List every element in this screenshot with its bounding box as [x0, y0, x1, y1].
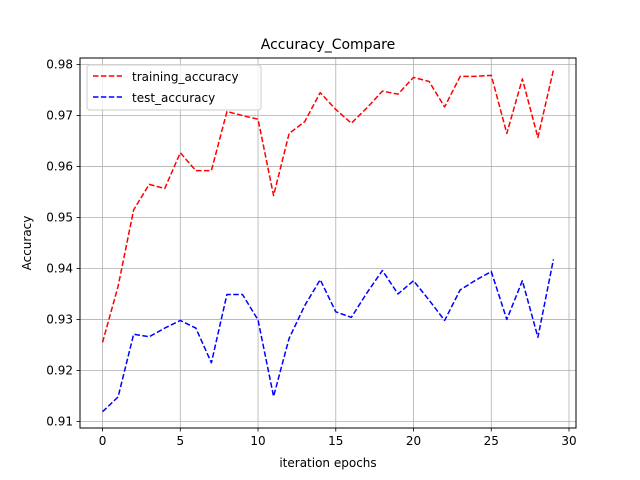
data-point-test-accuracy — [350, 316, 352, 318]
data-point-training-accuracy — [132, 209, 134, 211]
legend-label-training: training_accuracy — [132, 70, 239, 84]
data-point-training-accuracy — [459, 75, 461, 77]
y-tick-label: 0.95 — [46, 211, 73, 225]
x-axis-label: iteration epochs — [279, 456, 376, 470]
y-tick-label: 0.93 — [46, 312, 73, 326]
y-tick-label: 0.98 — [46, 58, 73, 72]
x-tick-label: 20 — [406, 434, 421, 448]
data-point-test-accuracy — [412, 280, 414, 282]
data-point-training-accuracy — [537, 136, 539, 138]
data-point-training-accuracy — [443, 106, 445, 108]
data-point-test-accuracy — [443, 319, 445, 321]
y-tick-label: 0.92 — [46, 363, 73, 377]
x-axis-ticks: 0 5 10 15 20 25 30 — [99, 428, 577, 448]
legend-box — [86, 64, 262, 111]
data-point-test-accuracy — [428, 299, 430, 301]
data-point-training-accuracy — [164, 187, 166, 189]
data-point-training-accuracy — [101, 341, 103, 343]
y-tick-label: 0.96 — [46, 160, 73, 174]
data-point-test-accuracy — [303, 304, 305, 306]
data-point-training-accuracy — [272, 194, 274, 196]
data-point-training-accuracy — [257, 118, 259, 120]
data-point-test-accuracy — [226, 293, 228, 295]
y-axis-ticks: 0.91 0.92 0.93 0.94 0.95 0.96 0.97 0.98 — [46, 58, 80, 428]
data-point-training-accuracy — [350, 122, 352, 124]
data-point-training-accuracy — [335, 108, 337, 110]
data-point-training-accuracy — [428, 80, 430, 82]
data-point-training-accuracy — [475, 75, 477, 77]
data-point-training-accuracy — [226, 110, 228, 112]
data-point-test-accuracy — [537, 336, 539, 338]
data-point-training-accuracy — [366, 107, 368, 109]
data-point-test-accuracy — [552, 258, 554, 260]
x-tick-label: 15 — [328, 434, 343, 448]
data-point-training-accuracy — [179, 152, 181, 154]
data-point-test-accuracy — [490, 270, 492, 272]
grid-lines — [80, 58, 576, 428]
legend: training_accuracy test_accuracy — [86, 64, 262, 111]
x-tick-label: 0 — [99, 434, 107, 448]
data-point-test-accuracy — [335, 311, 337, 313]
series-line-training-accuracy — [101, 69, 555, 343]
data-point-training-accuracy — [195, 169, 197, 171]
data-point-test-accuracy — [397, 293, 399, 295]
data-point-test-accuracy — [381, 269, 383, 271]
data-point-test-accuracy — [148, 336, 150, 338]
data-point-test-accuracy — [241, 293, 243, 295]
x-tick-label: 5 — [176, 434, 184, 448]
series-layer — [101, 69, 555, 413]
data-point-training-accuracy — [552, 69, 554, 71]
data-point-training-accuracy — [210, 169, 212, 171]
data-point-test-accuracy — [459, 289, 461, 291]
data-point-test-accuracy — [257, 319, 259, 321]
data-point-training-accuracy — [303, 121, 305, 123]
data-point-test-accuracy — [210, 362, 212, 364]
x-tick-label: 25 — [484, 434, 499, 448]
x-tick-label: 10 — [250, 434, 265, 448]
data-point-training-accuracy — [241, 114, 243, 116]
data-point-test-accuracy — [117, 396, 119, 398]
data-point-training-accuracy — [288, 132, 290, 134]
data-point-test-accuracy — [288, 337, 290, 339]
y-axis-label: Accuracy — [20, 216, 34, 271]
data-point-training-accuracy — [148, 183, 150, 185]
data-point-training-accuracy — [319, 91, 321, 93]
data-point-test-accuracy — [164, 327, 166, 329]
data-point-test-accuracy — [506, 318, 508, 320]
data-point-test-accuracy — [179, 319, 181, 321]
data-point-test-accuracy — [132, 333, 134, 335]
series-line-test-accuracy — [102, 259, 555, 413]
data-point-training-accuracy — [490, 74, 492, 76]
y-tick-label: 0.91 — [46, 414, 73, 428]
x-tick-label: 30 — [561, 434, 576, 448]
legend-label-test: test_accuracy — [132, 91, 215, 105]
data-point-test-accuracy — [272, 395, 274, 397]
data-point-training-accuracy — [381, 90, 383, 92]
chart-title: Accuracy_Compare — [261, 37, 395, 53]
data-point-training-accuracy — [397, 93, 399, 95]
data-point-test-accuracy — [319, 278, 321, 280]
y-tick-label: 0.94 — [46, 261, 73, 275]
data-point-test-accuracy — [195, 327, 197, 329]
data-point-training-accuracy — [412, 76, 414, 78]
data-point-test-accuracy — [521, 280, 523, 282]
data-point-training-accuracy — [506, 132, 508, 134]
data-point-training-accuracy — [521, 78, 523, 80]
data-point-training-accuracy — [117, 285, 119, 287]
plot-frame — [79, 57, 577, 429]
data-point-test-accuracy — [101, 410, 103, 412]
data-point-test-accuracy — [366, 292, 368, 294]
data-point-test-accuracy — [475, 279, 477, 281]
y-tick-label: 0.97 — [46, 109, 73, 123]
